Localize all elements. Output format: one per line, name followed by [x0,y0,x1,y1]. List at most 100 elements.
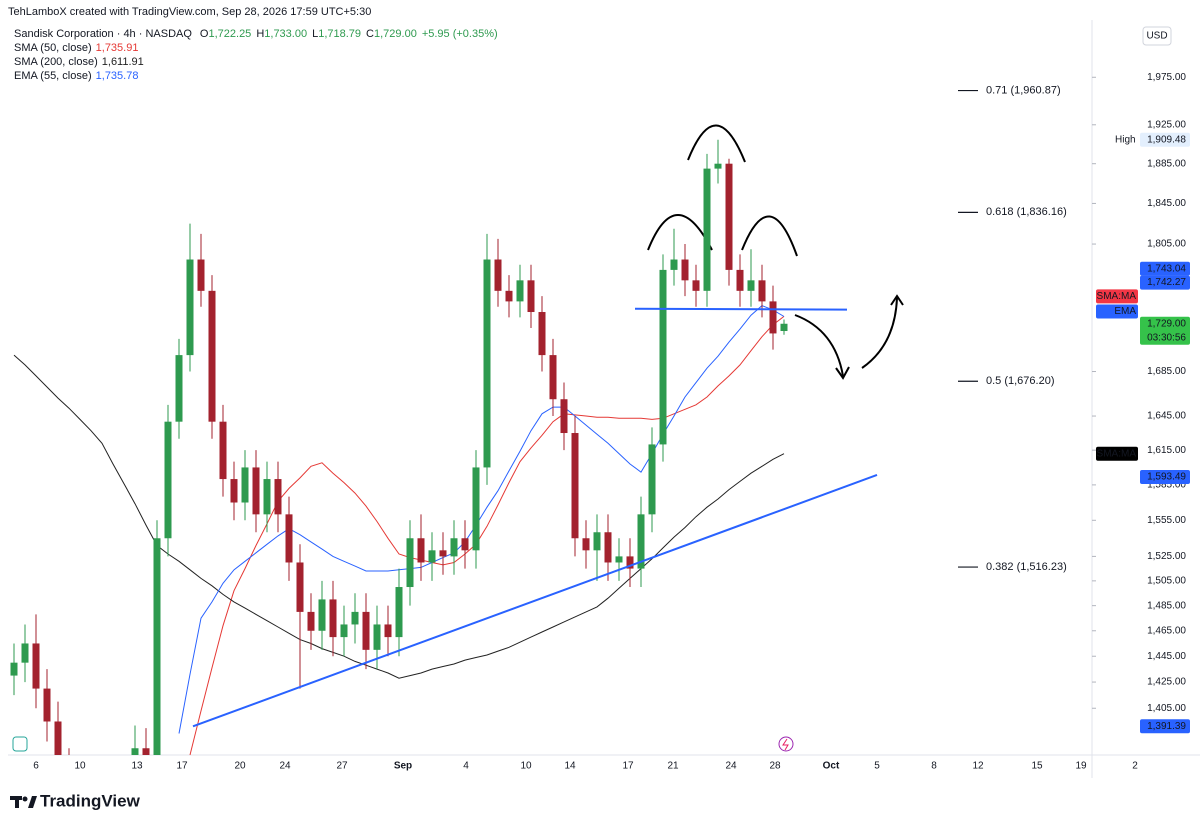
candle-body [373,624,381,650]
x-tick-label: 15 [1031,761,1043,772]
x-tick-label: 27 [336,761,348,772]
ma-line [13,354,785,679]
candle-body [472,467,480,551]
fib-label: 0.618 (1,836.16) [986,206,1067,218]
candle-body [747,280,755,291]
candle-body [329,599,337,638]
candle-body [483,259,491,468]
trend-badge [1140,719,1190,734]
legend-entry: SMA (50, close) 1,735.91 [14,42,138,54]
logo-part [22,796,28,802]
candle-body [131,748,139,755]
candle-body [274,479,282,515]
x-tick-label: 14 [564,761,576,772]
candle-body [725,163,733,270]
candle-body [769,301,777,334]
candle-body [252,467,260,515]
drawings [647,124,904,380]
event-icon[interactable] [12,736,28,752]
candle-body [43,688,51,722]
candle-body [142,748,150,755]
legend-name: SMA (200, close) [14,56,98,68]
logo-part [28,796,37,808]
y-tick-label: 1,465.00 [1147,625,1186,636]
trend-badge [1140,469,1190,484]
candle-body [692,280,700,291]
x-tick-label: 19 [1075,761,1087,772]
candle-body [197,259,205,291]
y-tick-label: 1,805.00 [1147,239,1186,250]
ohlc-key: L [312,28,318,40]
candle-body [626,556,634,569]
icons [12,736,794,752]
candle-body [659,269,667,445]
candle-body [263,479,271,515]
ma-line [178,305,785,734]
trend-badge [1140,261,1190,276]
candle-body [285,514,293,563]
currency[interactable]: USD [1146,31,1167,42]
ohlc-value: 1,729.00 [374,28,417,40]
fib-label: 0.5 (1,676.20) [986,375,1055,387]
high-tag: High [1115,134,1136,145]
last-price-badge-label: 1,729.00 [1147,318,1186,329]
logo-part [15,796,19,808]
candle-body [307,611,315,631]
candle-body [527,280,535,313]
ma-line [189,316,785,755]
candle-body [10,662,18,676]
ma-badge [1096,446,1138,461]
candle-body [615,556,623,563]
trendline [634,307,848,311]
candle-body [571,433,579,539]
trend-badge-label: 1,391.39 [1147,721,1186,732]
ma-badge-label: SMA:MA [1097,291,1137,302]
credit: TehLamboX created with TradingView.com, … [8,6,371,18]
down-arrow [794,314,844,377]
fib-label: 0.382 (1,516.23) [986,561,1067,573]
candle-body [340,624,348,638]
y-tick-label: 1,425.00 [1147,677,1186,688]
x-tick-label: 21 [667,761,679,772]
candle-body [439,550,447,557]
candle-body [395,587,403,638]
legend-entry: SMA (200, close) 1,611.91 [14,56,144,68]
up-arrow [861,297,898,369]
candle-body [54,721,62,755]
up-arrowhead [890,294,904,306]
candle-body [241,467,249,503]
y-tick-label: 1,885.00 [1147,158,1186,169]
brand: TradingView [40,791,141,810]
y-tick-label: 1,505.00 [1147,575,1186,586]
currency-box[interactable] [1142,26,1172,46]
event-icon[interactable] [778,736,794,752]
ma-badge [1096,304,1138,319]
ohlc-key: O [200,28,209,40]
x-tick-label: 12 [972,761,984,772]
candle-body [703,168,711,291]
ma-badge-label: EMA [1114,306,1136,317]
legend-value: 1,735.78 [96,70,139,82]
candle-body [516,280,524,302]
candle-body [505,290,513,302]
candle-body [604,532,612,563]
candle-body [428,550,436,563]
candle-body [384,624,392,638]
y-tick-label: 1,645.00 [1147,411,1186,422]
ohlc-value: 1,722.25 [208,28,251,40]
y-tick-label: 1,925.00 [1147,119,1186,130]
y-tick-label: 1,555.00 [1147,515,1186,526]
candle-body [736,269,744,291]
x-tick-label: 5 [874,761,880,772]
ma-badge-label: SMA:MA [1097,448,1137,459]
candle-body [560,399,568,434]
candle-body [450,538,458,557]
trend-badge-label: 1,743.04 [1147,263,1186,274]
candle-body [153,538,161,755]
change: +5.95 (+0.35%) [422,28,498,40]
x-tick-label: 2 [1132,761,1138,772]
x-tick-label: 24 [725,761,737,772]
x-tick-label: 24 [279,761,291,772]
y-tick-label: 1,525.00 [1147,551,1186,562]
